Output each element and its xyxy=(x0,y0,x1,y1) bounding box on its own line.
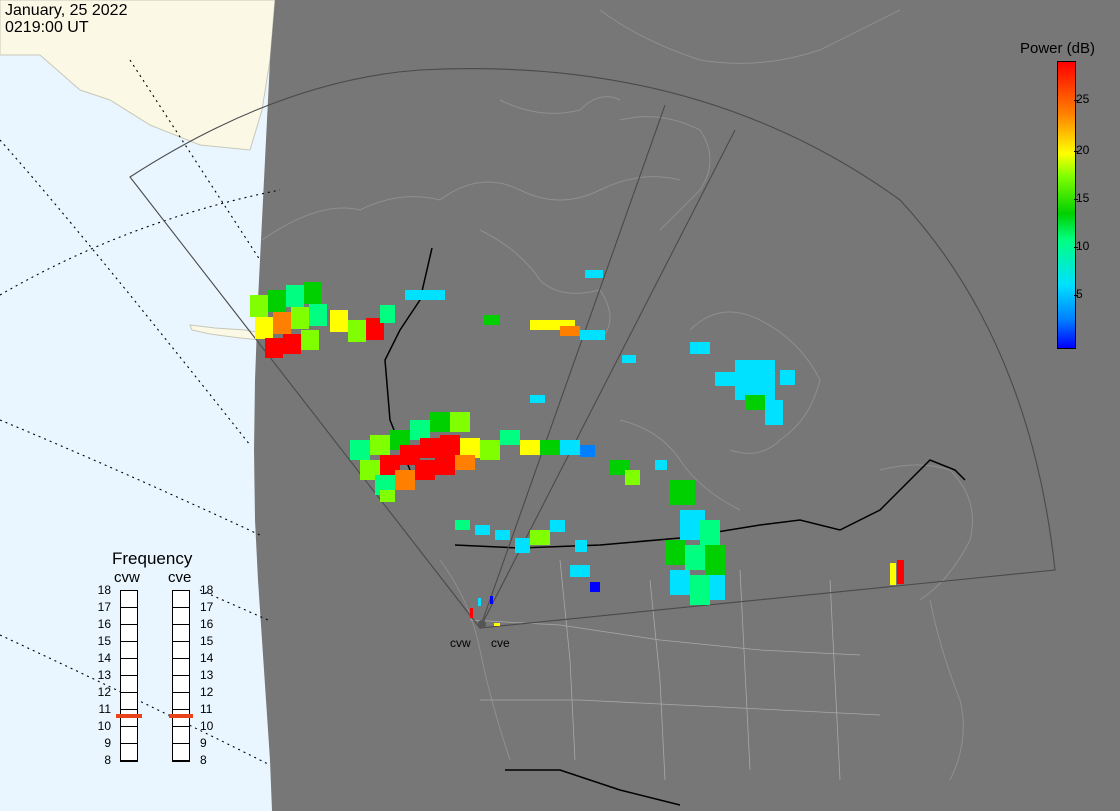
frequency-scale-label: 8 xyxy=(104,753,111,767)
colorbar-tickmark xyxy=(1074,199,1078,200)
frequency-scale-label: 16 xyxy=(97,617,111,631)
frequency-cell xyxy=(173,659,189,676)
frequency-cell xyxy=(121,676,137,693)
frequency-scale-label: 14 xyxy=(200,651,214,665)
frequency-cell xyxy=(121,642,137,659)
radar-site-label-cve: cve xyxy=(491,636,510,650)
frequency-scale-label: 14 xyxy=(97,651,111,665)
colorbar-tickmark xyxy=(1074,100,1078,101)
frequency-scale-label: 17 xyxy=(97,600,111,614)
colorbar-tick-label: 20 xyxy=(1076,143,1090,157)
date-label: January, 25 2022 xyxy=(5,2,128,19)
frequency-cell xyxy=(173,744,189,761)
frequency-scale-label: 18 xyxy=(200,583,214,597)
radar-site-marker xyxy=(478,620,486,628)
frequency-scale-label: 10 xyxy=(97,719,111,733)
frequency-scale-label: 12 xyxy=(200,685,214,699)
frequency-scale-label: 11 xyxy=(200,702,213,716)
frequency-scale-label: 9 xyxy=(200,736,207,750)
frequency-cell xyxy=(173,710,189,727)
frequency-cell xyxy=(121,659,137,676)
power-colorbar xyxy=(1057,61,1076,349)
colorbar-tickmark xyxy=(1074,247,1078,248)
coastlines xyxy=(261,9,973,781)
night-shade xyxy=(254,0,1120,811)
frequency-cell xyxy=(173,693,189,710)
colorbar-tick-label: 25 xyxy=(1076,92,1090,106)
backscatter-cells xyxy=(250,270,904,626)
frequency-cell xyxy=(173,608,189,625)
frequency-cell xyxy=(121,710,137,727)
frequency-cell xyxy=(121,591,137,608)
frequency-scale-label: 13 xyxy=(97,668,111,682)
colorbar-tick-label: 5 xyxy=(1076,287,1083,301)
frequency-cell xyxy=(121,608,137,625)
frequency-scale-label: 15 xyxy=(200,634,214,648)
frequency-scale-label: 17 xyxy=(200,600,214,614)
frequency-cell xyxy=(121,693,137,710)
frequency-cell xyxy=(173,591,189,608)
frequency-scale-label: 9 xyxy=(104,736,111,750)
frequency-marker-cve xyxy=(169,713,193,718)
time-label: 0219:00 UT xyxy=(5,19,89,36)
frequency-marker-cvw xyxy=(116,713,142,718)
frequency-scale-label: 18 xyxy=(97,583,111,597)
frequency-radar-label: cvw xyxy=(114,569,140,586)
frequency-scale-label: 13 xyxy=(200,668,214,682)
frequency-cell xyxy=(173,727,189,744)
frequency-title: Frequency xyxy=(112,549,193,568)
frequency-radar-label: cve xyxy=(168,569,192,586)
frequency-cell xyxy=(121,744,137,761)
colorbar-tick-label: 15 xyxy=(1076,191,1090,205)
frequency-cell xyxy=(173,642,189,659)
frequency-cell xyxy=(173,625,189,642)
frequency-cell xyxy=(121,625,137,642)
frequency-scale-label: 16 xyxy=(200,617,214,631)
latitude-lines xyxy=(0,59,281,766)
colorbar-tickmark xyxy=(1074,151,1078,152)
frequency-column-cve xyxy=(172,590,190,762)
colorbar-tick-label: 10 xyxy=(1076,239,1090,253)
colorbar-tickmark xyxy=(1074,295,1078,296)
radar-site-label-cvw: cvw xyxy=(450,636,471,650)
frequency-cell xyxy=(173,676,189,693)
frequency-scale-label: 12 xyxy=(97,685,111,699)
frequency-scale-label: 11 xyxy=(98,702,111,716)
frequency-column-cvw xyxy=(120,590,138,762)
colorbar-title: Power (dB) xyxy=(1020,40,1096,57)
frequency-scale-label: 10 xyxy=(200,719,214,733)
frequency-scale-label: 8 xyxy=(200,753,207,767)
frequency-scale-label: 15 xyxy=(97,634,111,648)
frequency-cell xyxy=(121,727,137,744)
